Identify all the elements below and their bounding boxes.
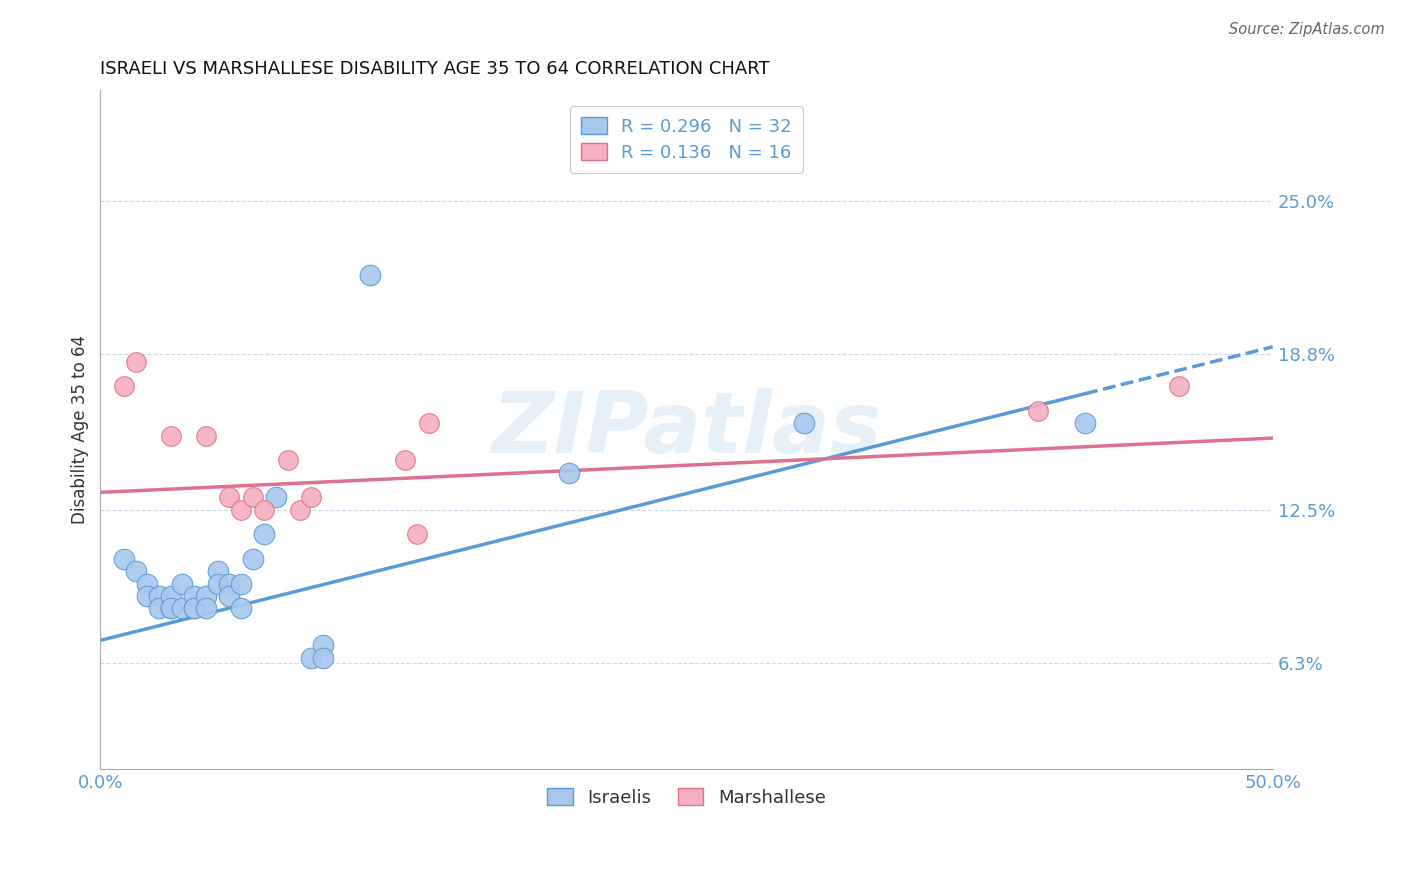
Point [136, 576, 159, 591]
Point [124, 564, 146, 578]
Point [207, 576, 229, 591]
Point [194, 589, 217, 603]
Point [312, 638, 335, 652]
Point [194, 601, 217, 615]
Point [148, 589, 170, 603]
Legend: Israelis, Marshallese: Israelis, Marshallese [540, 780, 832, 814]
Point [299, 650, 322, 665]
Point [136, 589, 159, 603]
Point [159, 601, 181, 615]
Text: ZIPatlas: ZIPatlas [491, 388, 882, 471]
Point [277, 453, 299, 467]
Point [218, 576, 240, 591]
Point [183, 589, 205, 603]
Text: Source: ZipAtlas.com: Source: ZipAtlas.com [1229, 22, 1385, 37]
Point [194, 428, 217, 442]
Point [312, 650, 335, 665]
Point [1026, 404, 1049, 418]
Point [359, 268, 381, 283]
Point [299, 491, 322, 505]
Point [172, 576, 194, 591]
Point [229, 502, 252, 516]
Point [183, 601, 205, 615]
Point [394, 453, 416, 467]
Point [253, 502, 276, 516]
Text: ISRAELI VS MARSHALLESE DISABILITY AGE 35 TO 64 CORRELATION CHART: ISRAELI VS MARSHALLESE DISABILITY AGE 35… [100, 60, 770, 78]
Point [558, 466, 581, 480]
Point [242, 552, 264, 566]
Point [1167, 379, 1189, 393]
Point [218, 589, 240, 603]
Point [793, 417, 815, 431]
Point [183, 601, 205, 615]
Point [172, 601, 194, 615]
Point [112, 552, 135, 566]
Point [159, 601, 181, 615]
Point [124, 354, 146, 368]
Point [218, 491, 240, 505]
Point [148, 601, 170, 615]
Point [112, 379, 135, 393]
Point [405, 527, 427, 541]
Point [159, 589, 181, 603]
Y-axis label: Disability Age 35 to 64: Disability Age 35 to 64 [72, 335, 89, 524]
Point [242, 491, 264, 505]
Point [207, 564, 229, 578]
Point [159, 428, 181, 442]
Point [288, 502, 311, 516]
Point [418, 417, 440, 431]
Point [229, 576, 252, 591]
Point [253, 527, 276, 541]
Point [264, 491, 287, 505]
Point [1074, 417, 1097, 431]
Point [229, 601, 252, 615]
